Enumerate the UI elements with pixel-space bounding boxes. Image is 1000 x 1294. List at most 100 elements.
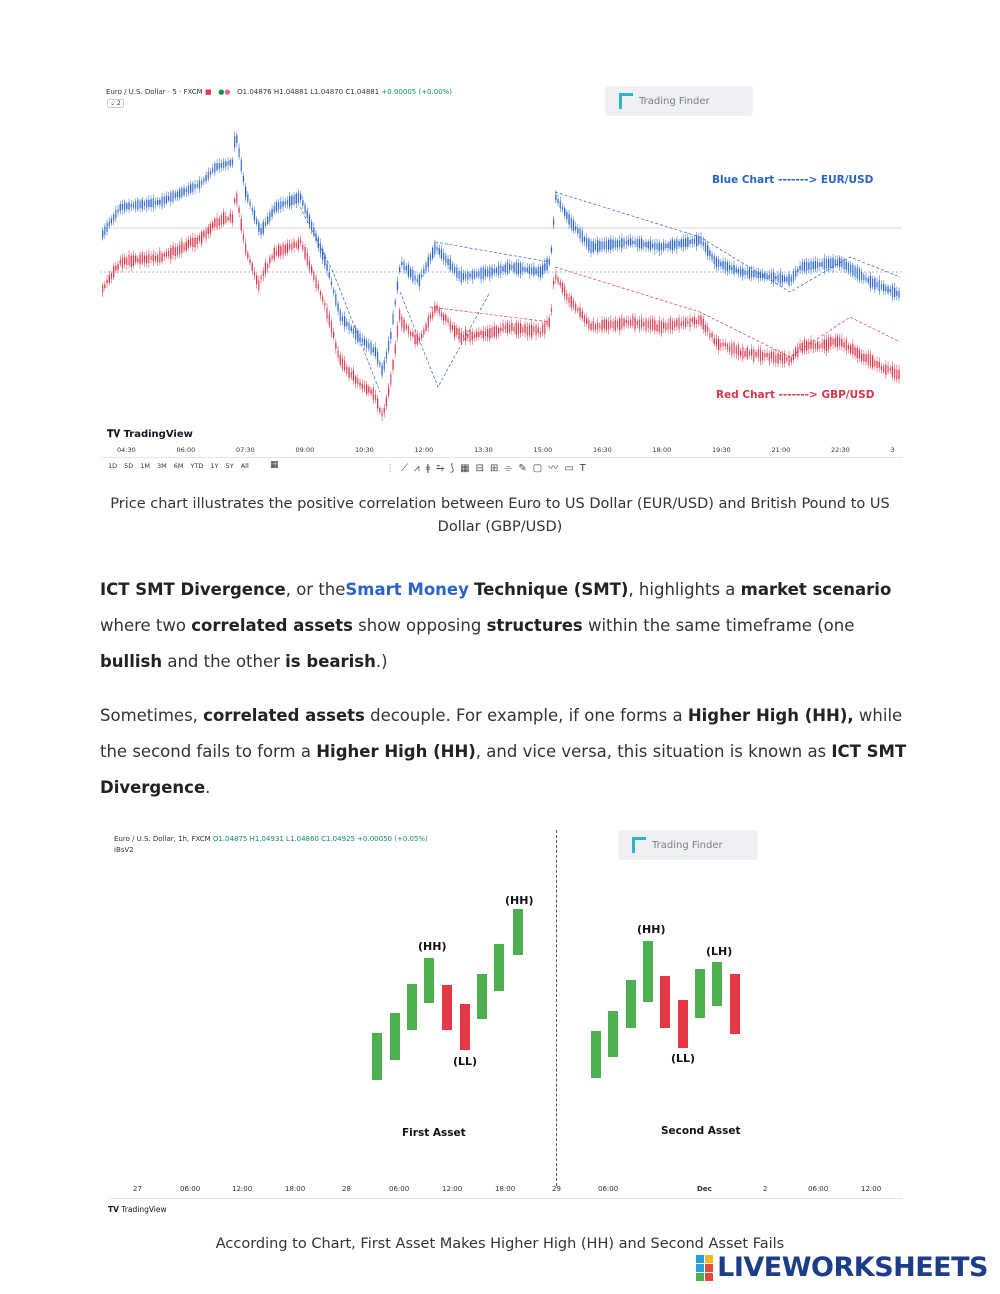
bullish-candle: [513, 909, 523, 955]
trading-finder-badge: Trading Finder: [618, 830, 758, 860]
time-tick: 18:00: [652, 446, 672, 454]
second-asset-candles: [591, 941, 740, 1078]
brush-tool-icon[interactable]: ⟆: [450, 463, 461, 474]
time-tick: 29: [552, 1185, 561, 1193]
time-tick: 2: [763, 1185, 768, 1193]
second-ll-label: (LL): [671, 1052, 696, 1065]
time-tick: 06:00: [176, 446, 196, 454]
time-tick: 27: [133, 1185, 142, 1193]
pen-tool-icon[interactable]: ✎: [518, 463, 533, 474]
trading-finder-logo-icon: [632, 837, 646, 853]
bullish-candle: [643, 941, 653, 1002]
pitchfork-tool-icon[interactable]: ⩘: [414, 463, 426, 474]
path-tool-icon[interactable]: ⥲: [436, 463, 451, 474]
time-tick: 06:00: [808, 1185, 829, 1193]
bullish-candle: [390, 1013, 400, 1060]
time-tick: 12:00: [442, 1185, 463, 1193]
time-axis: 27 06:00 12:00 18:00 28 06:00 12:00 18:00 29 06:0…: [108, 1185, 902, 1197]
time-tick: 21:00: [771, 446, 791, 454]
blue-trendline: [434, 241, 551, 263]
bullish-candle: [608, 1011, 618, 1057]
time-tick: 18:00: [495, 1185, 516, 1193]
ohlc-values: O1.04875 H1.04931 L1.04860 C1.04925: [212, 835, 355, 843]
indicator-name: iBsV2: [114, 846, 134, 854]
smart-money-link[interactable]: Smart Money: [345, 580, 469, 599]
first-asset-title: First Asset: [402, 1127, 466, 1139]
range-button-1d[interactable]: 1D: [108, 462, 118, 470]
bearish-candle: [460, 1004, 470, 1050]
first-ll-label: (LL): [453, 1055, 478, 1068]
time-tick: 28: [342, 1185, 351, 1193]
time-tick: 18:00: [285, 1185, 306, 1193]
time-tick: 12:00: [861, 1185, 882, 1193]
trendline-tool-icon[interactable]: ⟋: [401, 463, 414, 474]
bullish-candle: [494, 944, 504, 991]
range-button-ytd[interactable]: YTD: [190, 462, 204, 470]
tradingview-icon: 𝐓𝐕: [107, 429, 121, 440]
second-lh-label: (LH): [706, 945, 733, 958]
zigzag-tool-icon[interactable]: 〰: [548, 463, 565, 474]
time-tick: Dec: [697, 1185, 712, 1193]
calendar-icon[interactable]: ▦: [270, 460, 279, 470]
time-axis: 04:30 06:00 07:30 09:00 10:30 12:00 13:30 15:00…: [100, 446, 902, 458]
symbol-title: Euro / U.S. Dollar, 1h, FXCM: [114, 835, 211, 843]
bullish-candle: [695, 969, 705, 1018]
time-tick: 22:30: [831, 446, 850, 454]
range-button-1y[interactable]: 1Y: [210, 462, 219, 470]
range-button-5y[interactable]: 5Y: [225, 462, 234, 470]
bullish-candle: [591, 1031, 601, 1078]
grip-icon: ⋮: [385, 463, 401, 474]
range-tool-icon[interactable]: ⊟: [475, 463, 490, 474]
price-plot: [100, 131, 902, 422]
blue-chart-label: Blue Chart -------> EUR/USD: [712, 174, 874, 186]
first-asset-candles: [372, 909, 523, 1080]
range-button-1m[interactable]: 1M: [140, 462, 151, 470]
cursor-tool-icon[interactable]: ǂ: [425, 463, 437, 474]
time-tick: 06:00: [598, 1185, 619, 1193]
comment-tool-icon[interactable]: ▭: [564, 463, 580, 474]
text-tool-icon[interactable]: T: [579, 463, 592, 474]
price-change: +0.00005 (+0.00%): [381, 88, 453, 96]
blue-trendline: [554, 191, 901, 293]
frame-tool-icon[interactable]: ▢: [532, 463, 549, 474]
time-tick: 12:00: [414, 446, 434, 454]
bullish-candle: [407, 984, 417, 1030]
chart-header: Euro / U.S. Dollar, 1h, FXCM O1.04875 H1…: [114, 835, 428, 843]
time-tick: 09:00: [295, 446, 315, 454]
range-button-all[interactable]: All: [240, 462, 249, 470]
range-button-5d[interactable]: 5D: [124, 462, 134, 470]
trading-finder-logo-icon: [619, 93, 633, 109]
grid-tool-icon[interactable]: ▦: [460, 463, 476, 474]
candles-plot: [372, 909, 740, 1080]
range-button-6m[interactable]: 6M: [173, 462, 184, 470]
time-tick: 12:00: [232, 1185, 253, 1193]
correlation-chart: Euro / U.S. Dollar · 5 · FXCM ■ ●● O1.04…: [100, 82, 902, 477]
time-tick: 07:30: [236, 446, 255, 454]
time-tick: 16:30: [593, 446, 612, 454]
indicator-collapse-button[interactable]: ⌄ 2: [107, 99, 124, 108]
bullish-candle: [712, 962, 722, 1006]
eur-usd-series: [102, 131, 900, 379]
bearish-candle: [678, 1000, 688, 1048]
red-chart-label: Red Chart -------> GBP/USD: [716, 389, 875, 401]
blue-trendline: [399, 291, 491, 388]
second-asset-title: Second Asset: [661, 1125, 741, 1137]
liveworksheets-watermark: LIVEWORKSHEETS: [696, 1252, 988, 1283]
session-divider: [556, 830, 557, 1186]
projection-tool-icon[interactable]: ⊞: [489, 463, 505, 474]
time-tick: 06:00: [180, 1185, 201, 1193]
price-change: +0.00050 (+0.05%): [357, 835, 428, 843]
bearish-candle: [660, 976, 670, 1028]
chart-header: Euro / U.S. Dollar · 5 · FXCM ■ ●● O1.04…: [106, 88, 453, 96]
second-hh-label: (HH): [637, 923, 666, 936]
bullish-candle: [372, 1033, 382, 1080]
time-tick: 13:30: [474, 446, 493, 454]
time-tick: 15:00: [533, 446, 553, 454]
tradingview-logo: TV TradingView: [108, 1205, 167, 1214]
paragraph-decoupling: Sometimes, correlated assets decouple. F…: [100, 706, 907, 797]
range-button-3m[interactable]: 3M: [157, 462, 167, 470]
red-trendline: [554, 266, 901, 358]
pattern-tool-icon[interactable]: ⌯: [504, 463, 519, 474]
red-trendline: [429, 306, 551, 323]
drawing-toolbar[interactable]: ⋮⟋⩘ǂ⥲⟆▦⊟⊞⌯✎▢〰▭T: [385, 459, 592, 474]
